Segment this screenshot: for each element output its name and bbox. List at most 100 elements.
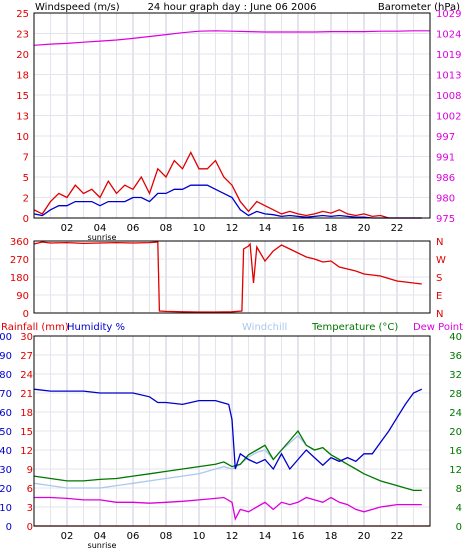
temp-humidity-grid xyxy=(34,336,430,526)
wind-direction-line xyxy=(33,241,422,313)
wind-baro-grid xyxy=(34,13,430,218)
temperature-tick-label: 16 xyxy=(449,446,462,457)
rainfall-tick-label: 12 xyxy=(20,446,33,457)
humidity-tick-label: 10 xyxy=(0,503,12,514)
wind-baro-panel: Windspeed (m/s) 24 hour graph day : June… xyxy=(16,2,461,242)
direction-degree-label: 270 xyxy=(10,255,29,266)
sunrise-label-top: sunrise xyxy=(88,233,117,242)
direction-degree-ticks: 360 270 180 90 0 xyxy=(10,237,29,320)
hour-tick-label: 08 xyxy=(160,223,173,234)
hour-tick-label: 16 xyxy=(292,223,305,234)
temperature-tick-label: 12 xyxy=(449,465,462,476)
temperature-tick-label: 0 xyxy=(456,522,462,533)
hour-tick-label: 06 xyxy=(127,223,140,234)
windspeed-tick-label: 23 xyxy=(16,30,29,41)
rainfall-tick-label: 18 xyxy=(20,408,33,419)
barometer-line xyxy=(33,30,430,46)
temperature-tick-label: 28 xyxy=(449,389,462,400)
humidity-tick-label: 20 xyxy=(0,484,12,495)
wind-hour-ticks: 02 04 06 08 10 12 14 16 18 20 22 xyxy=(61,223,404,234)
temperature-ticks: 0 4 8 12 16 20 24 28 32 36 40 xyxy=(449,332,462,533)
humidity-tick-label: 90 xyxy=(0,351,12,362)
windchill-label: Windchill xyxy=(242,322,287,333)
hour-tick-label: 10 xyxy=(193,531,206,542)
humidity-ticks: 0 10 20 30 40 50 60 70 80 90 100 xyxy=(0,332,12,533)
hour-tick-label: 22 xyxy=(391,531,404,542)
barometer-tick-label: 986 xyxy=(436,173,455,184)
temp-humidity-panel: Rainfall (mm) Humidity % Windchill Tempe… xyxy=(0,322,463,550)
barometer-tick-label: 975 xyxy=(436,214,455,225)
hour-tick-label: 10 xyxy=(193,223,206,234)
windspeed-tick-label: 15 xyxy=(16,91,29,102)
temp-humidity-frame xyxy=(33,335,431,527)
rainfall-tick-label: 30 xyxy=(20,332,33,343)
rainfall-tick-label: 6 xyxy=(27,484,33,495)
direction-compass-label: W xyxy=(436,255,446,266)
humidity-tick-label: 70 xyxy=(0,389,12,400)
windspeed-tick-label: 10 xyxy=(16,132,29,143)
barometer-tick-label: 980 xyxy=(436,194,455,205)
windspeed-tick-label: 0 xyxy=(23,214,29,225)
hour-tick-label: 14 xyxy=(259,223,272,234)
barometer-tick-label: 1008 xyxy=(436,91,461,102)
wind-direction-frame xyxy=(33,240,431,314)
direction-degree-label: 90 xyxy=(16,291,29,302)
humidity-tick-label: 30 xyxy=(0,465,12,476)
temperature-tick-label: 32 xyxy=(449,370,462,381)
hour-tick-label: 02 xyxy=(61,223,74,234)
windspeed-tick-label: 18 xyxy=(16,71,29,82)
direction-compass-label: E xyxy=(436,291,442,302)
rainfall-axis-label: Rainfall (mm) xyxy=(1,322,69,333)
wind-baro-frame xyxy=(33,12,431,219)
direction-compass-label: N xyxy=(436,309,443,320)
humidity-tick-label: 40 xyxy=(0,446,12,457)
rainfall-tick-label: 3 xyxy=(27,503,33,514)
gust-line xyxy=(33,150,422,219)
hour-tick-label: 16 xyxy=(292,531,305,542)
rainfall-tick-label: 0 xyxy=(27,522,33,533)
rainfall-tick-label: 9 xyxy=(27,465,33,476)
windspeed-line xyxy=(33,184,422,219)
barometer-tick-label: 1002 xyxy=(436,112,461,123)
dewpoint-label: Dew Point xyxy=(413,322,463,333)
temperature-tick-label: 8 xyxy=(456,484,462,495)
wind-direction-grid xyxy=(34,241,430,313)
windspeed-tick-label: 2 xyxy=(23,194,29,205)
windchill-line xyxy=(33,434,315,489)
hour-tick-label: 02 xyxy=(61,531,74,542)
barometer-ticks: 975 980 986 991 997 1002 1008 1013 1019 1024 1029 xyxy=(436,9,461,225)
hour-tick-label: 06 xyxy=(127,531,140,542)
humidity-tick-label: 100 xyxy=(0,332,12,343)
barometer-axis-label: Barometer (hPa) xyxy=(378,2,460,13)
windspeed-tick-label: 25 xyxy=(16,9,29,20)
rainfall-tick-label: 24 xyxy=(20,370,33,381)
windspeed-tick-label: 7 xyxy=(23,153,29,164)
dew-point-line xyxy=(34,496,422,521)
hour-tick-label: 12 xyxy=(226,223,239,234)
windspeed-axis-label: Windspeed (m/s) xyxy=(35,2,120,13)
humidity-tick-label: 0 xyxy=(6,522,12,533)
temp-hour-ticks: 02 04 06 08 10 12 14 16 18 20 22 xyxy=(61,531,404,542)
hour-tick-label: 20 xyxy=(358,223,371,234)
temperature-line xyxy=(33,429,422,492)
humidity-tick-label: 80 xyxy=(0,370,12,381)
humidity-line xyxy=(33,388,423,471)
windspeed-tick-label: 13 xyxy=(16,112,29,123)
barometer-tick-label: 1029 xyxy=(436,9,461,20)
temperature-tick-label: 40 xyxy=(449,332,462,343)
temperature-tick-label: 24 xyxy=(449,408,462,419)
windspeed-tick-label: 20 xyxy=(16,50,29,61)
direction-compass-label: N xyxy=(436,237,443,248)
hour-tick-label: 04 xyxy=(94,223,107,234)
temperature-tick-label: 4 xyxy=(456,503,462,514)
temperature-axis-label: Temperature (°C) xyxy=(311,322,398,333)
hour-tick-label: 12 xyxy=(226,531,239,542)
humidity-tick-label: 50 xyxy=(0,427,12,438)
sunrise-label-bottom: sunrise xyxy=(88,541,117,550)
windspeed-tick-label: 5 xyxy=(23,173,29,184)
barometer-tick-label: 1019 xyxy=(436,50,461,61)
